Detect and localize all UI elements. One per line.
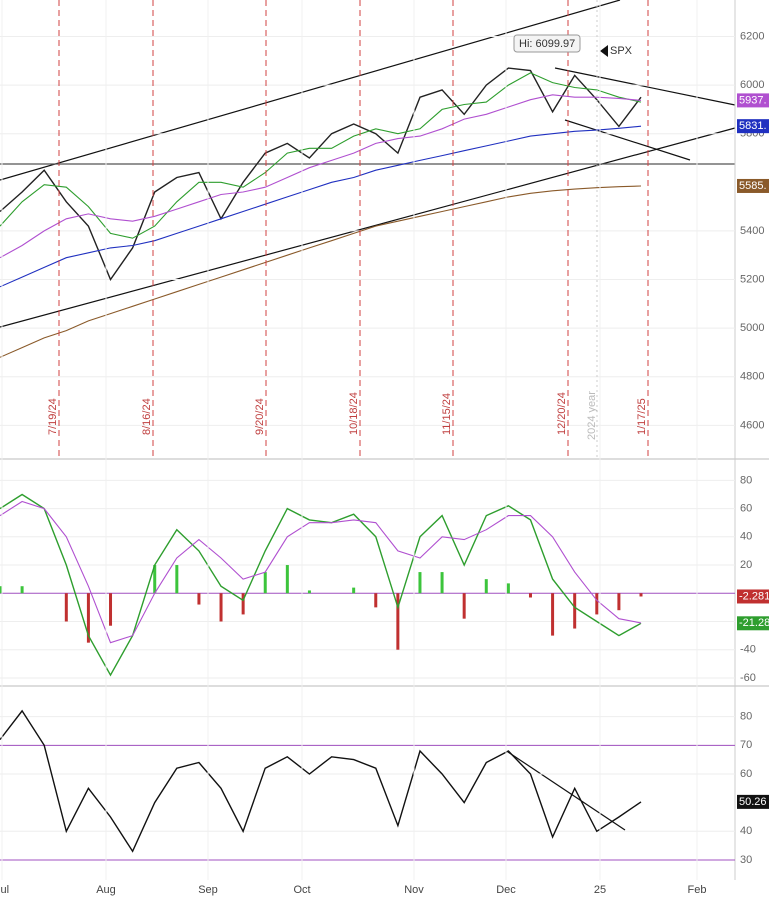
histogram-bar <box>352 587 356 594</box>
date-label: 10/18/24 <box>348 392 360 435</box>
year-label: 2024 year <box>586 391 598 440</box>
last-value-label: -2.281 <box>739 590 769 602</box>
channel-lines <box>0 0 736 831</box>
x-tick-label: Feb <box>688 884 707 896</box>
indicator-line <box>0 72 642 239</box>
histogram-bar <box>20 586 24 594</box>
last-value-label: 5937. <box>739 94 767 106</box>
histogram-bar <box>440 572 444 594</box>
y-tick-label: 60 <box>740 768 752 780</box>
indicator-line <box>0 94 642 259</box>
last-value-tag <box>737 178 769 193</box>
y-tick-label: 5000 <box>740 322 764 334</box>
x-tick-label: Nov <box>404 884 424 896</box>
channel-lower <box>0 127 736 328</box>
last-value-label: 5585. <box>739 180 767 192</box>
last-value-tag <box>737 794 769 809</box>
y-tick-label: -60 <box>740 672 756 684</box>
y-tick-label: 70 <box>740 739 752 751</box>
histogram-bar <box>595 593 599 615</box>
histogram-bar <box>418 572 422 594</box>
date-label: 1/17/25 <box>636 398 648 435</box>
histogram-bar <box>307 590 311 594</box>
y-tick-label: 6200 <box>740 30 764 42</box>
y-tick-label: 80 <box>740 474 752 486</box>
x-tick-label: Oct <box>293 884 310 896</box>
histogram-bar <box>528 593 532 598</box>
y-tick-label: 20 <box>740 559 752 571</box>
high-label: Hi: 6099.97 <box>519 38 575 50</box>
histogram-bar <box>175 565 179 594</box>
y-tick-label: 40 <box>740 531 752 543</box>
last-value-label: 5831. <box>739 120 767 132</box>
y-tick-label: -40 <box>740 644 756 656</box>
date-label: 8/16/24 <box>141 398 153 435</box>
last-value-tag <box>737 93 769 108</box>
date-label: 12/20/24 <box>556 392 568 435</box>
y-tick-label: 80 <box>740 711 752 723</box>
x-tick-label: Dec <box>496 884 516 896</box>
histogram-bar <box>396 593 400 650</box>
channel-upper <box>0 0 621 181</box>
x-tick-label: 25 <box>594 884 606 896</box>
histogram-bar <box>484 579 488 594</box>
y-tick-label: 4800 <box>740 371 764 383</box>
histogram-bar <box>506 583 510 594</box>
last-value-tag <box>737 616 769 631</box>
histogram-bar <box>639 593 643 597</box>
histogram-bar <box>241 593 245 615</box>
histogram-bar <box>219 593 223 622</box>
x-tick-label: Aug <box>96 884 116 896</box>
spx-marker <box>600 45 608 57</box>
y-tick-label: 4600 <box>740 419 764 431</box>
date-label: 9/20/24 <box>254 398 266 435</box>
histogram-bar <box>197 593 201 605</box>
histogram-bar <box>551 593 555 636</box>
high-box <box>513 34 581 53</box>
histogram-bar <box>86 593 90 643</box>
last-value-label: -21.28 <box>739 617 769 629</box>
indicator-line <box>0 185 642 358</box>
date-label: 7/19/24 <box>47 398 59 435</box>
histogram-bar <box>64 593 68 622</box>
histogram-bar <box>462 593 466 619</box>
indicator-line <box>0 125 642 288</box>
last-value-tag <box>737 119 769 134</box>
wedge-line <box>564 119 691 161</box>
x-tick-label: Jul <box>0 884 9 896</box>
histogram-bar <box>285 565 289 594</box>
indicator-line <box>0 500 642 644</box>
histogram-bar <box>109 593 113 626</box>
indicator-line <box>0 493 642 677</box>
histogram-bar <box>263 572 267 594</box>
x-tick-label: Sep <box>198 884 218 896</box>
histogram-bar <box>0 586 2 594</box>
y-tick-label: 30 <box>740 854 752 866</box>
histogram-bar <box>617 593 621 611</box>
y-tick-label: 5400 <box>740 225 764 237</box>
y-tick-label: 40 <box>740 825 752 837</box>
histogram-bar <box>573 593 577 629</box>
series-name: SPX <box>610 45 633 57</box>
indicator-line <box>0 709 642 853</box>
y-tick-label: 60 <box>740 502 752 514</box>
y-tick-label: 5200 <box>740 273 764 285</box>
price-line <box>0 67 642 281</box>
histogram-bar <box>153 565 157 594</box>
last-value-tag <box>737 589 769 604</box>
date-label: 11/15/24 <box>441 393 453 435</box>
last-value-label: 50.26 <box>739 796 767 808</box>
histogram-bar <box>374 593 378 608</box>
resistance-line <box>554 67 736 106</box>
y-tick-label: 6000 <box>740 79 764 91</box>
rsi-trend-line <box>507 751 626 831</box>
